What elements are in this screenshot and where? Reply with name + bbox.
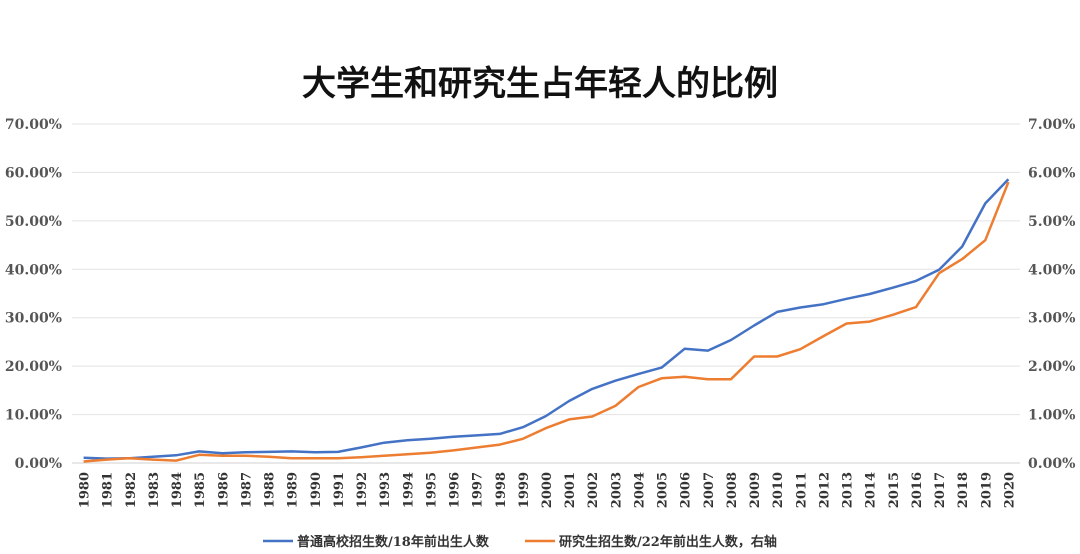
x-tick-label: 1980 (78, 472, 93, 508)
x-tick-label: 2011 (794, 472, 809, 508)
right-tick-label: 4.00% (1028, 262, 1075, 278)
series-lines (83, 178, 1010, 463)
x-tick-label: 1994 (401, 472, 416, 508)
legend: 普通高校招生数/18年前出生人数 研究生招生数/22年前出生人数，右轴 (263, 534, 777, 550)
x-tick-label: 1993 (378, 472, 393, 508)
x-tick-label: 2014 (864, 472, 879, 508)
x-tick-label: 2018 (956, 472, 971, 508)
right-tick-label: 1.00% (1028, 408, 1075, 424)
gridlines (72, 123, 1020, 464)
x-tick-label: 2002 (586, 472, 601, 508)
x-tick-label: 2008 (725, 472, 740, 508)
x-tick-label: 1988 (263, 472, 278, 508)
x-tick-label: 1982 (124, 472, 139, 508)
x-tick-label: 1999 (517, 472, 532, 508)
x-tick-label: 2004 (632, 472, 647, 508)
left-tick-label: 40.00% (5, 262, 62, 278)
x-tick-label: 2001 (563, 472, 578, 508)
x-tick-label: 2003 (609, 472, 624, 508)
right-tick-label: 7.00% (1028, 117, 1075, 133)
left-tick-label: 70.00% (5, 117, 62, 133)
x-tick-label: 2015 (887, 472, 902, 508)
right-axis: 0.00% 1.00% 2.00% 3.00% 4.00% 5.00% 6.00% 7.00% (1028, 117, 1075, 472)
x-tick-label: 2017 (933, 472, 948, 508)
left-tick-label: 30.00% (5, 311, 62, 327)
left-tick-label: 20.00% (5, 359, 62, 375)
legend-label-graduate: 研究生招生数/22年前出生人数，右轴 (559, 534, 777, 550)
right-tick-label: 2.00% (1028, 359, 1075, 375)
x-tick-label: 1996 (448, 472, 463, 508)
x-tick-label: 1991 (332, 472, 347, 508)
chart-title: 大学生和研究生占年轻人的比例 (302, 64, 778, 104)
x-tick-label: 1998 (494, 472, 509, 508)
x-tick-label: 1995 (424, 472, 439, 508)
x-tick-label: 2006 (679, 472, 694, 508)
x-tick-label: 1992 (355, 472, 370, 508)
right-tick-label: 5.00% (1028, 214, 1075, 230)
x-tick-label: 2013 (841, 472, 856, 508)
x-tick-label: 1989 (286, 472, 301, 508)
x-tick-label: 2019 (979, 472, 994, 508)
right-tick-label: 6.00% (1028, 165, 1075, 181)
x-tick-label: 2012 (817, 472, 832, 508)
x-tick-label: 1990 (309, 472, 324, 508)
x-tick-label: 2007 (702, 472, 717, 508)
right-tick-label: 3.00% (1028, 311, 1075, 327)
left-tick-label: 10.00% (5, 408, 62, 424)
left-tick-label: 60.00% (5, 165, 62, 181)
x-tick-label: 1985 (193, 472, 208, 508)
x-axis: 1980 1981 1982 1983 1984 1985 1986 1987 1988 1989… (78, 472, 1018, 508)
x-tick-label: 2000 (540, 472, 555, 508)
x-tick-label: 1986 (216, 472, 231, 508)
x-tick-label: 2010 (771, 472, 786, 508)
x-tick-label: 2020 (1002, 472, 1017, 508)
left-axis: 0.00% 10.00% 20.00% 30.00% 40.00% 50.00% 60.00… (5, 117, 62, 472)
series-line-undergrad (83, 178, 1010, 460)
x-tick-label: 1997 (471, 472, 486, 508)
right-tick-label: 0.00% (1028, 456, 1075, 472)
left-tick-label: 50.00% (5, 214, 62, 230)
x-tick-label: 1984 (170, 472, 185, 508)
x-tick-label: 1987 (239, 472, 254, 508)
x-tick-label: 2016 (910, 472, 925, 508)
legend-label-undergrad: 普通高校招生数/18年前出生人数 (297, 534, 490, 550)
x-tick-label: 1983 (147, 472, 162, 508)
series-line-graduate (83, 181, 1010, 463)
x-tick-label: 2005 (656, 472, 671, 508)
x-tick-label: 2009 (748, 472, 763, 508)
x-tick-label: 1981 (101, 472, 116, 508)
left-tick-label: 0.00% (15, 456, 62, 472)
